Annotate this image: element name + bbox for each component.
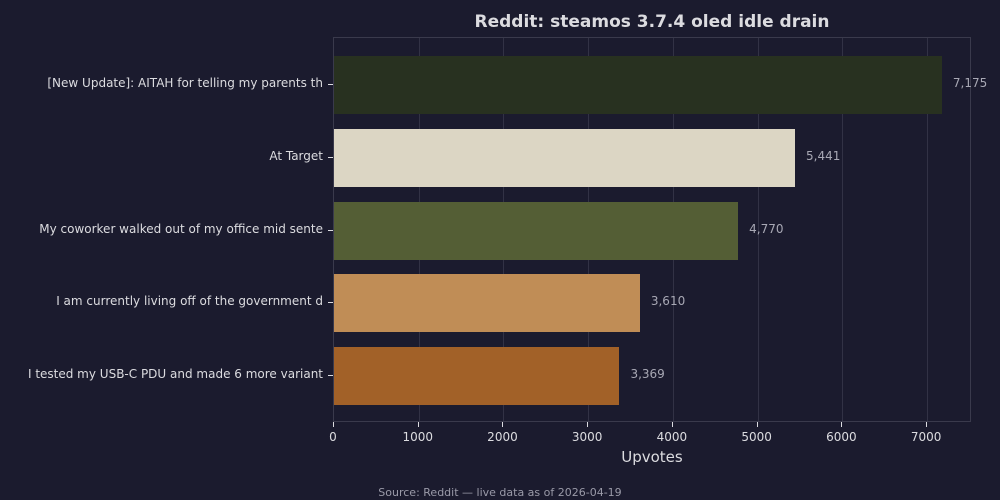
bar-value-label: 4,770 bbox=[749, 222, 784, 236]
x-tick bbox=[841, 422, 843, 427]
x-axis-title: Upvotes bbox=[621, 448, 683, 466]
y-tick bbox=[328, 375, 333, 376]
x-tick bbox=[333, 422, 334, 427]
plot-area bbox=[333, 37, 971, 422]
bar bbox=[334, 274, 640, 332]
bar bbox=[334, 202, 739, 260]
y-tick bbox=[328, 157, 333, 158]
x-tick bbox=[417, 422, 419, 427]
bar bbox=[334, 56, 942, 114]
category-label: At Target bbox=[269, 149, 323, 163]
x-tick-label: 3000 bbox=[571, 430, 603, 444]
x-tick bbox=[671, 422, 673, 427]
x-tick-label: 0 bbox=[329, 430, 337, 444]
bar bbox=[334, 129, 795, 187]
y-tick bbox=[328, 230, 333, 231]
x-tick bbox=[587, 422, 589, 427]
category-label: My coworker walked out of my office mid … bbox=[39, 222, 323, 236]
grid-line bbox=[757, 38, 759, 421]
x-tick-label: 5000 bbox=[741, 430, 772, 444]
bar-value-label: 5,441 bbox=[806, 149, 841, 163]
grid-line bbox=[842, 38, 844, 421]
bar-value-label: 3,369 bbox=[630, 367, 665, 381]
chart-title: Reddit: steamos 3.7.4 oled idle drain bbox=[474, 12, 830, 32]
bar-value-label: 3,610 bbox=[650, 294, 686, 308]
category-label: [New Update]: AITAH for telling my paren… bbox=[47, 76, 323, 90]
y-tick bbox=[328, 84, 333, 85]
x-tick bbox=[502, 422, 504, 427]
x-tick bbox=[756, 422, 758, 427]
category-label: I am currently living off of the governm… bbox=[56, 294, 323, 308]
x-tick-label: 1000 bbox=[402, 430, 433, 444]
x-tick bbox=[926, 422, 928, 427]
bar-value-label: 7,175 bbox=[952, 76, 988, 90]
x-tick-label: 6000 bbox=[826, 430, 857, 444]
y-tick bbox=[328, 302, 333, 303]
x-tick-label: 4000 bbox=[656, 430, 688, 444]
source-note: Source: Reddit — live data as of 2026-04… bbox=[378, 486, 622, 499]
category-label: I tested my USB-C PDU and made 6 more va… bbox=[27, 367, 323, 381]
x-tick-label: 7000 bbox=[910, 430, 942, 444]
bar bbox=[334, 347, 620, 405]
grid-line bbox=[927, 38, 929, 421]
x-tick-label: 2000 bbox=[487, 430, 518, 444]
